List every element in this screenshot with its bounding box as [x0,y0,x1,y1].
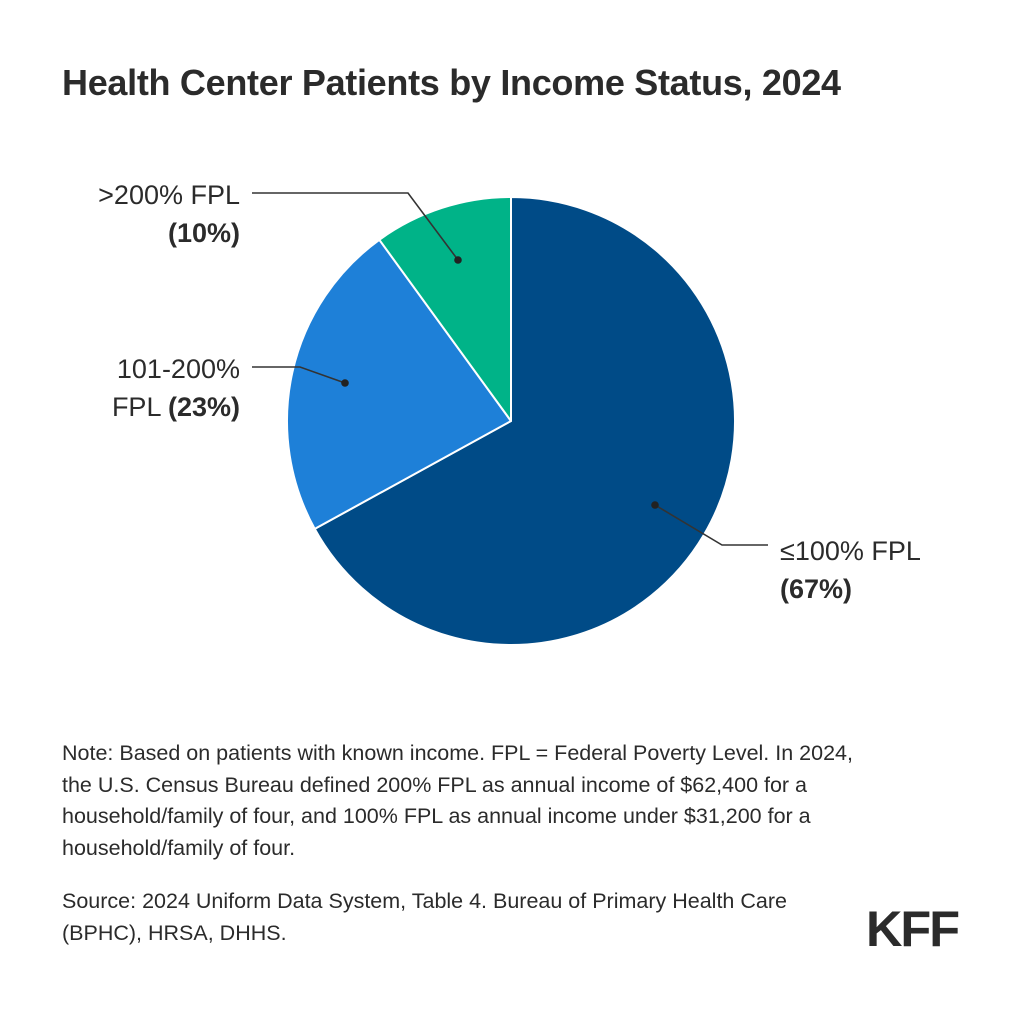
chart-title: Health Center Patients by Income Status,… [62,62,841,103]
slice-label-name: >200% FPL [98,180,240,210]
leader-dot [651,501,659,509]
slice-label-line2: (10%) [168,218,240,248]
slice-label-percent: (23%) [168,392,240,422]
kff-logo-text: KFF [866,901,958,952]
leader-line [654,504,768,546]
pie-slices [286,196,736,646]
pie-chart: ≤100% FPL (67%) 101-200% FPL (23%) >200% FPL… [98,180,921,646]
slice-label: ≤100% FPL (67%) [780,536,921,604]
slice-label: 101-200% FPL (23%) [112,354,240,422]
leader-dot [454,256,462,264]
chart-note: Note: Based on patients with known incom… [62,741,853,860]
leader-dot [341,379,349,387]
slice-label-name-cont: FPL [112,392,168,422]
pie-slice [378,196,512,422]
slice-label-name: ≤100% FPL [780,536,921,566]
slice-label-line2: FPL (23%) [112,392,240,422]
slice-label-percent: (10%) [168,218,240,248]
kff-logo: KFF [866,901,960,952]
slice-label-name: 101-200% [117,354,240,384]
slice-label-percent: (67%) [780,574,852,604]
pie-slice [286,238,512,530]
leader-line [252,192,459,261]
slice-labels: ≤100% FPL (67%) 101-200% FPL (23%) >200% FPL… [98,180,921,604]
leader-lines [252,192,768,546]
leader-line [252,366,346,384]
chart-source: Source: 2024 Uniform Data System, Table … [62,889,787,945]
slice-label: >200% FPL (10%) [98,180,240,248]
slice-label-line2: (67%) [780,574,852,604]
